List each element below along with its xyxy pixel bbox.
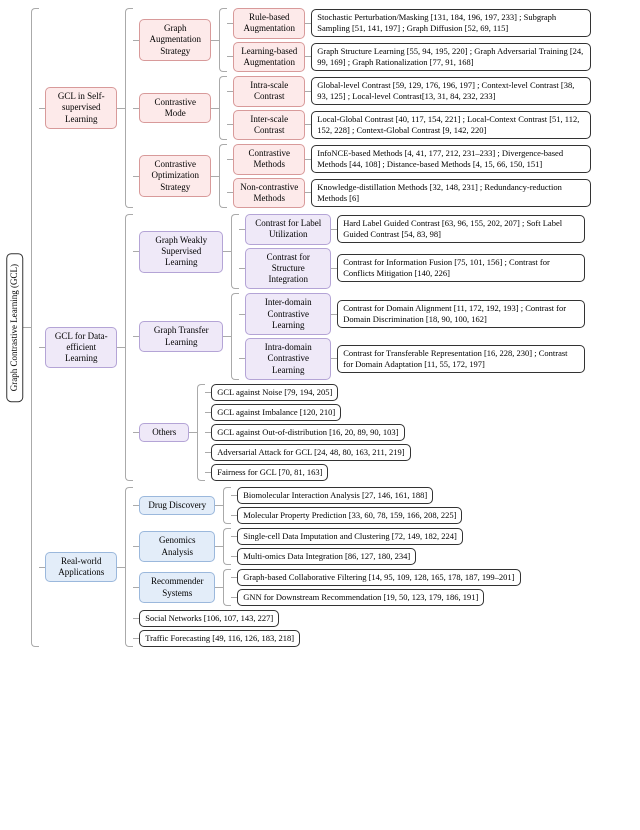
leaf-gen2: Multi-omics Data Integration [86, 127, 1… [237,548,416,565]
node-weak-si: Contrast for Structure Integration [245,248,331,290]
leaf-opt-c: InfoNCE-based Methods [4, 41, 177, 212, … [311,145,591,173]
root-node: Graph Contrastive Learning (GCL) [6,253,23,402]
node-opt-nc: Non-contrastive Methods [233,178,305,209]
node-mode-inter: Inter-scale Contrast [233,110,305,141]
node-mode: Contrastive Mode [139,93,211,124]
leaf-o5: Fairness for GCL [70, 81, 163] [211,464,328,481]
leaf-gen1: Single-cell Data Imputation and Clusteri… [237,528,463,545]
leaf-o3: GCL against Out-of-distribution [16, 20,… [211,424,404,441]
node-tl-intra: Intra-domain Contrastive Learning [245,338,331,380]
leaf-weak-si: Contrast for Information Fusion [75, 101… [337,254,585,282]
leaf-soc: Social Networks [106, 107, 143, 227] [139,610,279,627]
leaf-drug1: Biomolecular Interaction Analysis [27, 1… [237,487,433,504]
leaf-opt-nc: Knowledge-distillation Methods [32, 148,… [311,179,591,207]
node-aug: Graph Augmentation Strategy [139,19,211,61]
leaf-o2: GCL against Imbalance [120, 210] [211,404,341,421]
node-tl: Graph Transfer Learning [139,321,223,352]
node-tl-inter: Inter-domain Contrastive Learning [245,293,331,335]
leaf-mode-inter: Local-Global Contrast [40, 117, 154, 221… [311,111,591,139]
node-weak: Graph Weakly Supervised Learning [139,231,223,273]
node-ssl: GCL in Self-supervised Learning [45,87,117,129]
leaf-weak-lu: Hard Label Guided Contrast [63, 96, 155,… [337,215,585,243]
taxonomy-tree: Graph Contrastive Learning (GCL) GCL in … [6,8,634,647]
node-opt-c: Contrastive Methods [233,144,305,175]
node-rec: Recommender Systems [139,572,215,603]
leaf-tl-inter: Contrast for Domain Alignment [11, 172, … [337,300,585,328]
leaf-aug-rule: Stochastic Perturbation/Masking [131, 18… [311,9,591,37]
node-weak-lu: Contrast for Label Utilization [245,214,331,245]
leaf-rec2: GNN for Downstream Recommendation [19, 5… [237,589,484,606]
leaf-mode-intra: Global-level Contrast [59, 129, 176, 196… [311,77,591,105]
leaf-o4: Adversarial Attack for GCL [24, 48, 80, … [211,444,410,461]
node-others: Others [139,423,189,442]
leaf-o1: GCL against Noise [79, 194, 205] [211,384,338,401]
node-drug: Drug Discovery [139,496,215,515]
node-gen: Genomics Analysis [139,531,215,562]
node-mode-intra: Intra-scale Contrast [233,76,305,107]
leaf-drug2: Molecular Property Prediction [33, 60, 7… [237,507,462,524]
node-de: GCL for Data-efficient Learning [45,327,117,369]
leaf-tl-intra: Contrast for Transferable Representation… [337,345,585,373]
node-app: Real-world Applications [45,552,117,583]
node-aug-rule: Rule-based Augmentation [233,8,305,39]
node-opt: Contrastive Optimization Strategy [139,155,211,197]
leaf-rec1: Graph-based Collaborative Filtering [14,… [237,569,520,586]
leaf-traf: Traffic Forecasting [49, 116, 126, 183, … [139,630,300,647]
node-aug-learn: Learning-based Augmentation [233,42,305,73]
leaf-aug-learn: Graph Structure Learning [55, 94, 195, 2… [311,43,591,71]
